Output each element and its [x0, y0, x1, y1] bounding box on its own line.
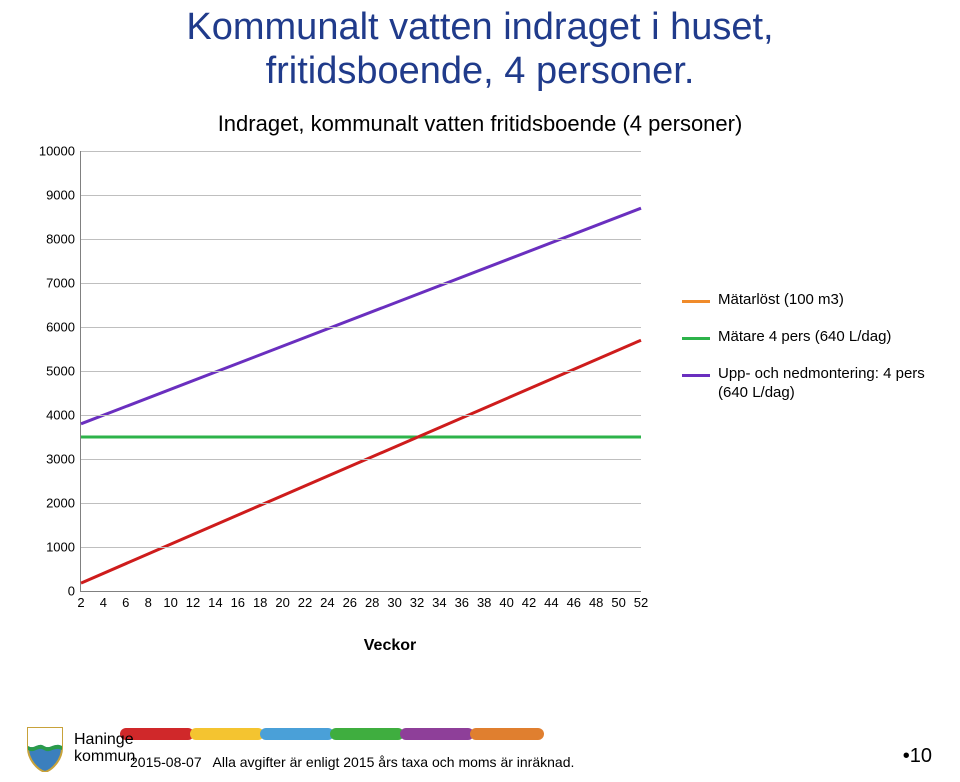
page-number: •10 [903, 745, 932, 768]
gridline [81, 327, 641, 328]
legend-label: Mätarlöst (100 m3) [718, 291, 942, 310]
footer-disclaimer: Alla avgifter är enligt 2015 års taxa oc… [213, 754, 575, 770]
chart-plot-area: 0100020003000400050006000700080009000100… [80, 151, 641, 592]
x-tick-label: 4 [100, 591, 107, 610]
logo-line1: Haninge [74, 731, 134, 748]
legend-item: Upp- och nedmontering: 4 pers (640 L/dag… [682, 365, 942, 403]
x-tick-label: 40 [499, 591, 513, 610]
y-tick-label: 4000 [46, 408, 81, 423]
stripe [470, 728, 544, 740]
page-prefix: • [903, 745, 910, 767]
stripe [260, 728, 334, 740]
x-tick-label: 34 [432, 591, 446, 610]
x-tick-label: 6 [122, 591, 129, 610]
gridline [81, 415, 641, 416]
y-tick-label: 10000 [39, 144, 81, 159]
logo-text: Haninge kommun [74, 732, 135, 766]
y-tick-label: 9000 [46, 188, 81, 203]
title-line2: fritidsboende, 4 personer. [266, 50, 695, 92]
x-axis-label: Veckor [80, 637, 700, 655]
stripe [330, 728, 404, 740]
x-tick-label: 46 [567, 591, 581, 610]
legend-item: Mätare 4 pers (640 L/dag) [682, 328, 942, 347]
x-tick-label: 50 [611, 591, 625, 610]
y-tick-label: 6000 [46, 320, 81, 335]
y-tick-label: 3000 [46, 452, 81, 467]
x-tick-label: 2 [77, 591, 84, 610]
legend-item: Mätarlöst (100 m3) [682, 291, 942, 310]
gridline [81, 459, 641, 460]
logo-line2: kommun [74, 748, 135, 765]
legend-swatch [682, 300, 710, 303]
legend-swatch [682, 374, 710, 377]
x-tick-label: 44 [544, 591, 558, 610]
gridline [81, 547, 641, 548]
footer-date: 2015-08-07 [130, 754, 202, 770]
x-tick-label: 32 [410, 591, 424, 610]
x-tick-label: 10 [163, 591, 177, 610]
y-tick-label: 2000 [46, 496, 81, 511]
x-tick-label: 16 [231, 591, 245, 610]
legend-label: Mätare 4 pers (640 L/dag) [718, 328, 942, 347]
x-tick-label: 8 [145, 591, 152, 610]
x-tick-label: 28 [365, 591, 379, 610]
legend-label: Upp- och nedmontering: 4 pers (640 L/dag… [718, 365, 942, 403]
y-tick-label: 8000 [46, 232, 81, 247]
chart-legend: Mätarlöst (100 m3) Mätare 4 pers (640 L/d… [682, 291, 942, 420]
x-tick-label: 14 [208, 591, 222, 610]
logo: Haninge kommun [24, 726, 135, 772]
x-tick-label: 12 [186, 591, 200, 610]
gridline [81, 283, 641, 284]
gridline [81, 151, 641, 152]
x-tick-label: 36 [455, 591, 469, 610]
x-tick-label: 48 [589, 591, 603, 610]
y-tick-label: 5000 [46, 364, 81, 379]
gridline [81, 195, 641, 196]
page: Kommunalt vatten indraget i huset, friti… [0, 0, 960, 782]
gridline [81, 503, 641, 504]
gridline [81, 239, 641, 240]
x-tick-label: 26 [343, 591, 357, 610]
x-tick-label: 42 [522, 591, 536, 610]
x-tick-label: 30 [387, 591, 401, 610]
legend-swatch [682, 337, 710, 340]
x-tick-label: 18 [253, 591, 267, 610]
chart-container: Indraget, kommunalt vatten fritidsboende… [10, 111, 950, 651]
stripe [400, 728, 474, 740]
x-tick-label: 22 [298, 591, 312, 610]
stripe [190, 728, 264, 740]
x-tick-label: 20 [275, 591, 289, 610]
y-tick-label: 1000 [46, 540, 81, 555]
x-tick-label: 52 [634, 591, 648, 610]
series-line [81, 209, 641, 425]
x-tick-label: 24 [320, 591, 334, 610]
gridline [81, 371, 641, 372]
footer-stripes [120, 728, 540, 744]
page-number-value: 10 [910, 745, 932, 767]
title-line1: Kommunalt vatten indraget i huset, [186, 6, 773, 48]
page-title: Kommunalt vatten indraget i huset, friti… [0, 0, 960, 111]
shield-icon [24, 726, 66, 772]
footer-note: 2015-08-07 Alla avgifter är enligt 2015 … [130, 754, 574, 770]
footer: Haninge kommun 2015-08-07 Alla avgifter … [0, 722, 960, 772]
x-tick-label: 38 [477, 591, 491, 610]
chart-title: Indraget, kommunalt vatten fritidsboende… [10, 111, 950, 137]
y-tick-label: 7000 [46, 276, 81, 291]
